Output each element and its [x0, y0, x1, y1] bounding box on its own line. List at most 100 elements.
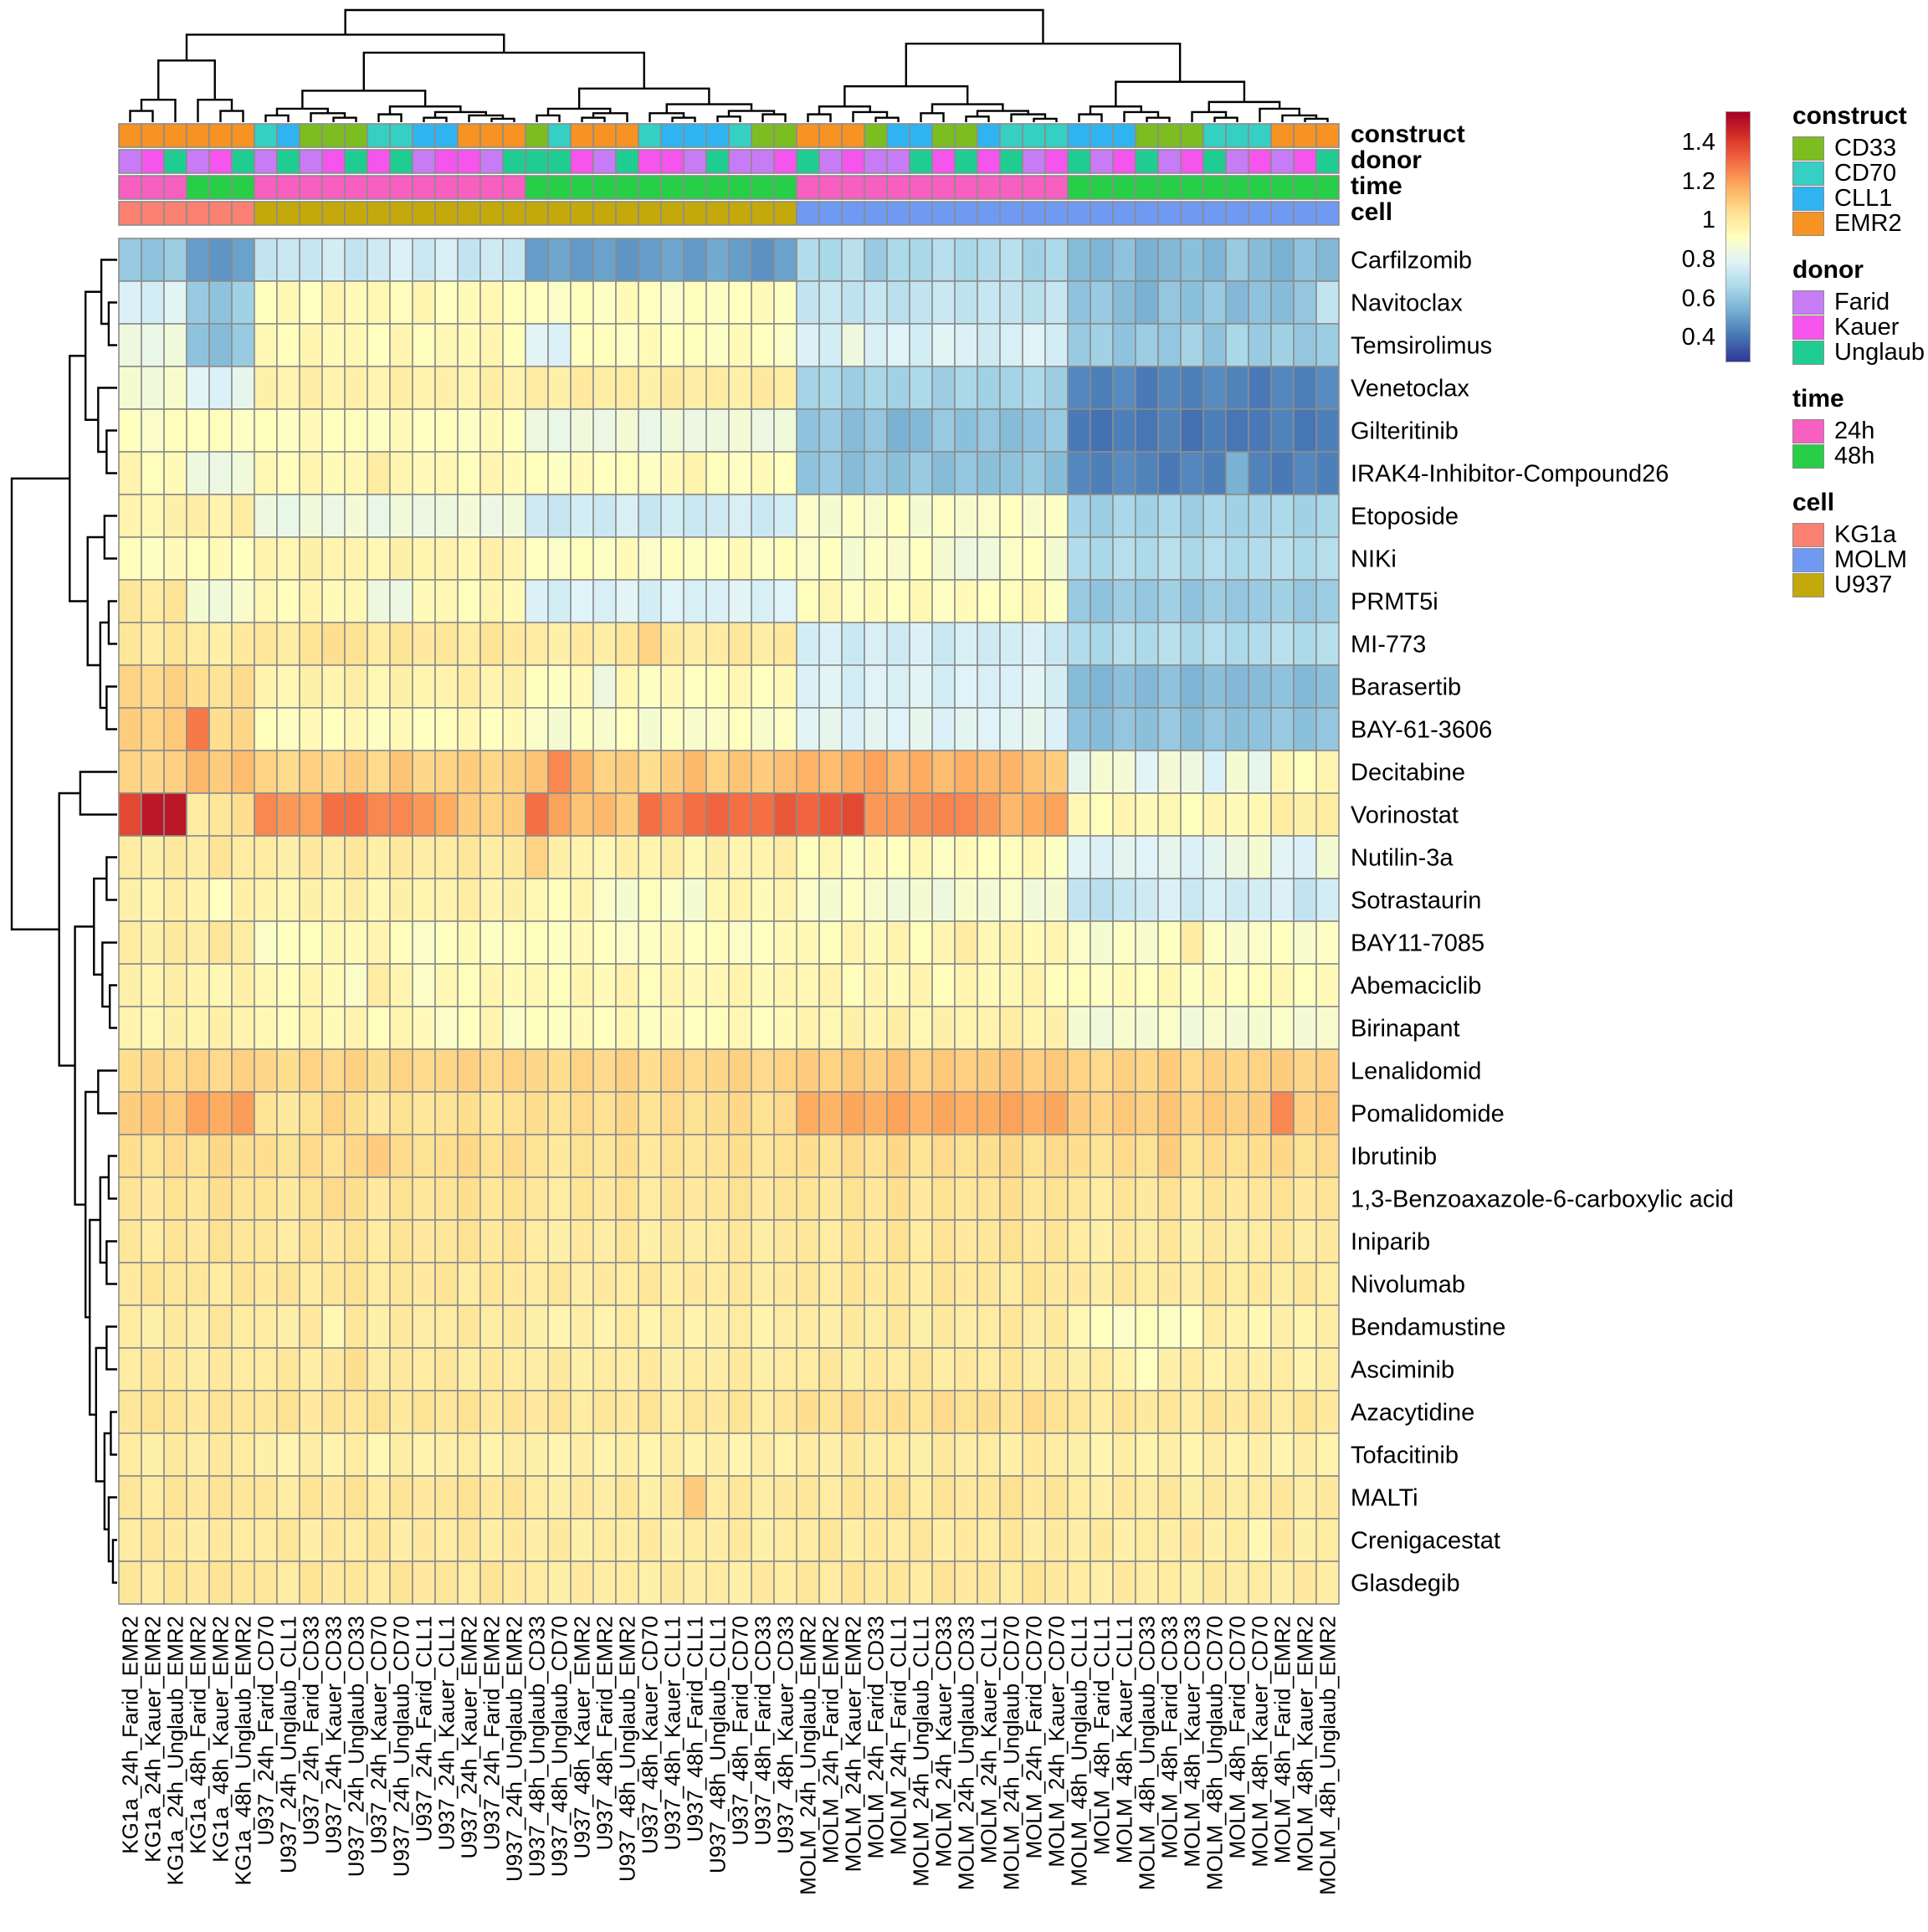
heatmap-cell [1248, 536, 1272, 581]
heatmap-cell [344, 835, 368, 879]
heatmap-cell [525, 1518, 549, 1562]
heatmap-cell [705, 1432, 730, 1477]
column-label: U937_24h_Unglaub_CD70 [389, 1616, 414, 1877]
heatmap-cell [367, 664, 391, 709]
heatmap-cell [367, 1475, 391, 1519]
heatmap-cell [615, 1262, 639, 1306]
heatmap-cell [434, 750, 459, 794]
cell-annotation-cell [208, 201, 233, 226]
heatmap-cell [434, 622, 459, 666]
heatmap-cell [1090, 750, 1114, 794]
heatmap-cell [796, 494, 820, 538]
heatmap-cell [841, 1304, 865, 1349]
heatmap-cell [728, 280, 752, 325]
heatmap-cell [570, 280, 594, 325]
heatmap-cell [909, 1091, 933, 1135]
row-label: Vorinostat [1351, 802, 1459, 829]
heatmap-cell [615, 280, 639, 325]
legend-item-48h: 48h [1792, 443, 1928, 469]
column-dendrogram-branch [377, 113, 403, 122]
heatmap-cell [1270, 835, 1295, 879]
heatmap-cell [434, 1475, 459, 1519]
heatmap-cell [999, 451, 1023, 495]
column-label: MOLM_48h_Farid_CD70 [1225, 1616, 1250, 1858]
heatmap-cell [502, 1091, 526, 1135]
heatmap-cell [231, 1304, 255, 1349]
heatmap-cell [977, 494, 1001, 538]
heatmap-cell [502, 622, 526, 666]
heatmap-cell [570, 451, 594, 495]
heatmap-cell [163, 579, 187, 623]
heatmap-cell [1022, 1091, 1046, 1135]
column-label: U937_24h_Unglaub_CD33 [344, 1616, 369, 1877]
heatmap-cell [954, 238, 978, 282]
heatmap-cell [186, 835, 210, 879]
heatmap-cell [931, 622, 956, 666]
heatmap-cell [186, 622, 210, 666]
heatmap-cell [864, 1518, 888, 1562]
heatmap-cell [728, 451, 752, 495]
heatmap-cell [570, 366, 594, 410]
column-label: U937_48h_Farid_EMR2 [592, 1616, 618, 1850]
heatmap-cell [547, 494, 572, 538]
heatmap-cell [705, 1176, 730, 1221]
row-label: Temsirolimus [1351, 333, 1492, 360]
heatmap-cell [660, 878, 685, 922]
heatmap-cell [1090, 579, 1114, 623]
heatmap-cell [592, 1219, 617, 1263]
heatmap-cell [525, 622, 549, 666]
heatmap-cell [683, 536, 707, 581]
heatmap-cell [208, 408, 233, 453]
heatmap-cell [367, 750, 391, 794]
heatmap-cell [954, 1262, 978, 1306]
heatmap-cell [1180, 1304, 1204, 1349]
heatmap-cell [1202, 1219, 1227, 1263]
heatmap-cell [254, 579, 278, 623]
column-label: MOLM_24h_Unglaub_CD70 [999, 1616, 1024, 1890]
heatmap-cell [977, 750, 1001, 794]
heatmap-cell [931, 536, 956, 581]
heatmap-cell [638, 1518, 662, 1562]
heatmap-cell [705, 963, 730, 1007]
heatmap-cell [525, 536, 549, 581]
donor-annotation-cell [1135, 149, 1159, 174]
heatmap-cell [886, 451, 910, 495]
heatmap-cell [683, 792, 707, 837]
heatmap-cell [864, 750, 888, 794]
construct-annotation-cell [141, 123, 165, 148]
heatmap-cell [818, 1304, 843, 1349]
heatmap-cell [412, 1304, 436, 1349]
heatmap-cell [954, 707, 978, 751]
heatmap-cell [1293, 1048, 1317, 1093]
heatmap-cell [615, 1304, 639, 1349]
heatmap-cell [231, 536, 255, 581]
heatmap-cell [1044, 750, 1069, 794]
heatmap-cell [1225, 1432, 1249, 1477]
cell-annotation-cell [954, 201, 978, 226]
heatmap-cell [1135, 536, 1159, 581]
heatmap-cell [547, 750, 572, 794]
legend-swatch [1792, 547, 1824, 572]
heatmap-cell [1067, 1475, 1091, 1519]
heatmap-cell [615, 323, 639, 367]
heatmap-cell [118, 792, 142, 837]
heatmap-cell [615, 920, 639, 965]
heatmap-cell [1293, 579, 1317, 623]
heatmap-cell [1293, 366, 1317, 410]
heatmap-cell [909, 963, 933, 1007]
column-label: KG1a_48h_Farid_EMR2 [186, 1616, 211, 1854]
heatmap-cell [163, 750, 187, 794]
heatmap-cell [728, 1262, 752, 1306]
heatmap-cell [909, 1518, 933, 1562]
column-label: MOLM_48h_Unglaub_CD33 [1135, 1616, 1160, 1890]
heatmap-cell [141, 238, 165, 282]
heatmap-cell [186, 1560, 210, 1605]
heatmap-cell [186, 494, 210, 538]
cell-annotation-cell [321, 201, 346, 226]
heatmap-cell [231, 1475, 255, 1519]
heatmap-cell [660, 1048, 685, 1093]
heatmap-cell [1067, 238, 1091, 282]
heatmap-cell [1135, 451, 1159, 495]
heatmap-cell [977, 408, 1001, 453]
legend-item-KG1a: KG1a [1792, 521, 1928, 548]
